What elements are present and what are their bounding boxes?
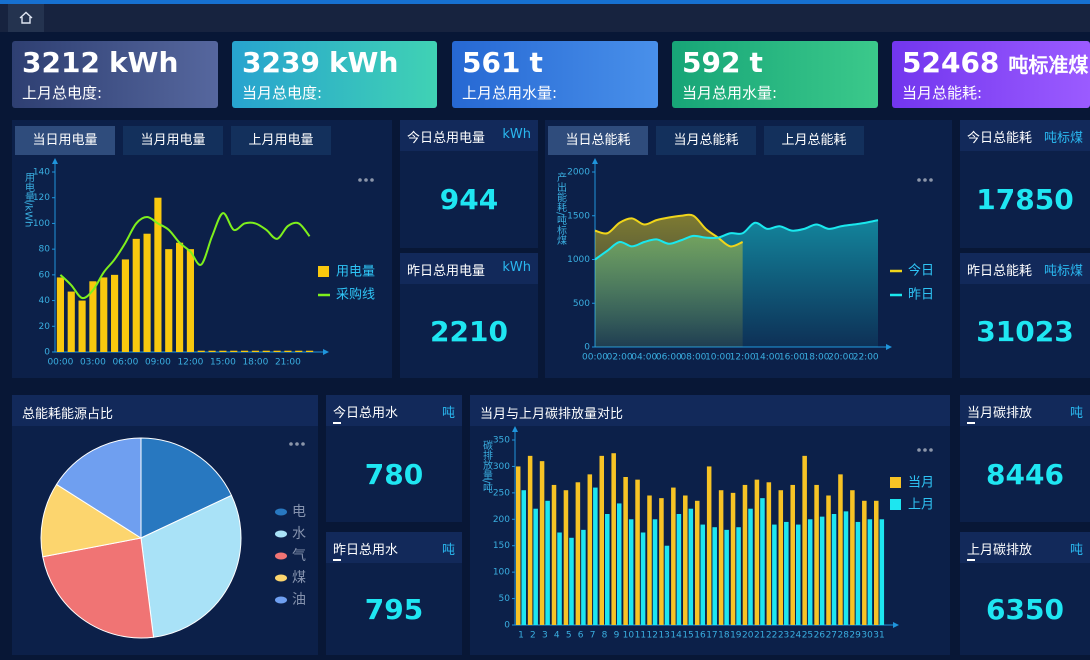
- stat-card: 当月碳排放 吨 8446: [960, 395, 1090, 522]
- chart-panel: 总能耗能源占比: [12, 395, 318, 655]
- kpi-value: 3239: [242, 46, 320, 79]
- stat-card: 昨日总用电量 kWh 2210: [400, 253, 538, 378]
- stat-value: 795: [364, 592, 424, 626]
- kpi-value: 52468: [902, 46, 1000, 79]
- nav-bar: [0, 4, 1090, 32]
- home-icon: [19, 11, 33, 24]
- stat-unit: 吨: [1065, 539, 1083, 558]
- kpi-unit: kWh: [328, 46, 399, 79]
- kpi-label: 当月总用水量:: [682, 84, 778, 102]
- kpi-value-row: 3212 kWh: [22, 46, 178, 79]
- tab[interactable]: 上月总能耗: [764, 126, 864, 155]
- stat-title: 今日总能耗: [967, 131, 1033, 146]
- title-underline: [333, 422, 341, 424]
- chart-panel: 当日总能耗 当月总能耗 上月总能耗: [545, 120, 952, 378]
- stat-unit: 吨标煤: [1039, 260, 1083, 279]
- panel-title: 总能耗能源占比: [22, 407, 114, 422]
- kpi-value-row: 561 t: [462, 46, 543, 79]
- tab[interactable]: 当月总能耗: [656, 126, 756, 155]
- stat-unit: kWh: [498, 127, 531, 142]
- kpi-value: 3212: [22, 46, 100, 79]
- stat-value: 31023: [976, 314, 1074, 348]
- kpi-card: 3239 kWh 当月总电度:: [232, 41, 437, 108]
- stat-title: 今日总用水: [333, 406, 399, 421]
- kpi-value-row: 3239 kWh: [242, 46, 398, 79]
- title-underline: [333, 559, 341, 561]
- title-underline: [967, 422, 975, 424]
- stat-title: 当月碳排放: [967, 406, 1033, 421]
- panel-header: [470, 395, 950, 426]
- panel-header: [12, 395, 318, 426]
- kpi-label: 上月总用水量:: [462, 84, 558, 102]
- stat-title: 昨日总用水: [333, 543, 399, 558]
- kpi-card: 3212 kWh 上月总电度:: [12, 41, 218, 108]
- tab[interactable]: 上月用电量: [231, 126, 331, 155]
- stat-card: 今日总用电量 kWh 944: [400, 120, 538, 248]
- stat-value: 780: [364, 457, 424, 491]
- tab[interactable]: 当月用电量: [123, 126, 223, 155]
- stat-title: 昨日总用电量: [407, 264, 486, 279]
- kpi-card: 592 t 当月总用水量:: [672, 41, 878, 108]
- stat-unit: kWh: [498, 260, 531, 275]
- stat-value: 8446: [986, 457, 1064, 491]
- tab[interactable]: 当日用电量: [15, 126, 115, 155]
- kpi-value-row: 592 t: [682, 46, 763, 79]
- kpi-label: 当月总电度:: [242, 84, 323, 102]
- kpi-card: 561 t 上月总用水量:: [452, 41, 658, 108]
- stat-unit: 吨: [437, 402, 455, 421]
- kpi-value: 592: [682, 46, 741, 79]
- stat-card: 今日总能耗 吨标煤 17850: [960, 120, 1090, 248]
- chart-panel: 当月与上月碳排放量对比: [470, 395, 950, 655]
- stat-unit: 吨: [437, 539, 455, 558]
- kpi-label: 上月总电度:: [22, 84, 103, 102]
- stat-card: 上月碳排放 吨 6350: [960, 532, 1090, 655]
- stat-unit: 吨: [1065, 402, 1083, 421]
- kpi-unit: kWh: [108, 46, 179, 79]
- kpi-value: 561: [462, 46, 521, 79]
- stat-title: 上月碳排放: [967, 543, 1033, 558]
- stat-title: 昨日总能耗: [967, 264, 1033, 279]
- kpi-unit: 吨标准煤: [1008, 53, 1089, 77]
- panel-title: 当月与上月碳排放量对比: [480, 407, 624, 422]
- tab[interactable]: 当日总能耗: [548, 126, 648, 155]
- kpi-label: 当月总能耗:: [902, 84, 983, 102]
- kpi-unit: t: [749, 46, 763, 79]
- stat-value: 6350: [986, 592, 1064, 626]
- chart-panel: 当日用电量 当月用电量 上月用电量: [12, 120, 392, 378]
- home-tab[interactable]: [8, 4, 44, 32]
- stat-title: 今日总用电量: [407, 131, 486, 146]
- kpi-value-row: 52468 吨标准煤: [902, 46, 1088, 79]
- stat-card: 昨日总能耗 吨标煤 31023: [960, 253, 1090, 378]
- kpi-unit: t: [529, 46, 543, 79]
- stat-value: 2210: [430, 314, 508, 348]
- top-accent: [0, 0, 1090, 4]
- stat-value: 944: [439, 183, 499, 216]
- stat-card: 昨日总用水 吨 795: [326, 532, 462, 655]
- stat-value: 17850: [976, 183, 1074, 216]
- title-underline: [967, 559, 975, 561]
- stat-unit: 吨标煤: [1039, 127, 1083, 146]
- stat-card: 今日总用水 吨 780: [326, 395, 462, 522]
- kpi-card: 52468 吨标准煤当月总能耗:: [892, 41, 1090, 108]
